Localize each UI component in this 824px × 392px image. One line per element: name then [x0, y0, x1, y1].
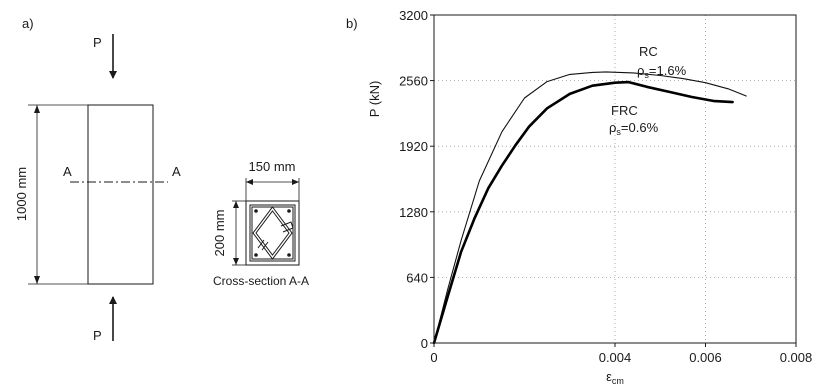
height-dim-arrow-up	[34, 105, 40, 113]
rc-annotation-ratio: ρs=1.6%	[637, 63, 687, 80]
rc-rho-sub: s	[644, 70, 649, 80]
panel-b-label: b)	[346, 16, 358, 31]
frc-annotation-name: FRC	[611, 103, 638, 118]
diamond-tie-outer	[252, 206, 293, 260]
x-tick-label: 0	[430, 350, 437, 365]
y-tick-label: 2560	[399, 74, 428, 89]
height-dim-arrow-down	[34, 276, 40, 284]
column-elevation	[87, 104, 154, 285]
frc-rho-sub: s	[616, 127, 621, 137]
section-label-right: A	[172, 164, 181, 179]
rebar-top-right	[287, 209, 291, 213]
y-tick-label: 1920	[399, 139, 428, 154]
height-dim-label: 1000 mm	[14, 167, 29, 221]
tie-hook-right	[280, 221, 294, 233]
panel-a-label: a)	[22, 16, 34, 31]
chart-grid	[434, 15, 796, 343]
frc-annotation-ratio: ρs=0.6%	[609, 120, 659, 137]
frc-rho-symbol: ρ	[609, 120, 616, 135]
depth-dim-label: 200 mm	[212, 210, 227, 257]
chart-series	[432, 71, 747, 345]
y-axis-label: P (kN)	[367, 81, 382, 118]
chart-ticks: 0 640 1280 1920 2560 3200 0 0.004 0.006 0.008	[399, 8, 812, 365]
frc-curve	[432, 80, 734, 345]
section-label-left: A	[63, 164, 72, 179]
cross-section-caption: Cross-section A-A	[213, 274, 309, 288]
width-dim-arrow-left	[246, 179, 253, 185]
width-dim-label: 150 mm	[249, 159, 296, 174]
depth-dim-arrow-up	[233, 201, 239, 208]
tie-hook-left	[257, 239, 269, 251]
width-dim-arrow-right	[292, 179, 299, 185]
x-axis-label-main: ε	[606, 369, 612, 384]
load-label-bottom: P	[93, 328, 102, 343]
rebar-top-left	[254, 209, 258, 213]
depth-dim-arrow-down	[233, 258, 239, 265]
x-tick-label: 0.008	[780, 350, 813, 365]
frc-rho-value: =0.6%	[621, 120, 659, 135]
x-tick-label: 0.004	[599, 350, 632, 365]
x-tick-label: 0.006	[689, 350, 722, 365]
cross-section-outline	[245, 200, 300, 266]
x-axis-label: εcm	[606, 369, 624, 386]
y-tick-label: 1280	[399, 205, 428, 220]
rc-rho-value: =1.6%	[649, 63, 687, 78]
y-tick-label: 0	[421, 336, 428, 351]
rc-annotation-name: RC	[639, 44, 658, 59]
x-axis-label-sub: cm	[612, 376, 624, 386]
rc-rho-symbol: ρ	[637, 63, 644, 78]
y-tick-label: 3200	[399, 8, 428, 23]
hoop-inner	[251, 206, 294, 260]
rc-curve	[433, 71, 747, 344]
panel-a: a) P 1000 mm A A P 150 mm 200 mm	[14, 16, 309, 343]
rebar-bottom-right	[287, 253, 291, 257]
y-tick-label: 640	[406, 270, 428, 285]
diamond-tie-inner	[255, 210, 290, 256]
load-label-top: P	[93, 35, 102, 50]
hoop-outer	[249, 204, 296, 262]
rebar-bottom-left	[254, 253, 258, 257]
